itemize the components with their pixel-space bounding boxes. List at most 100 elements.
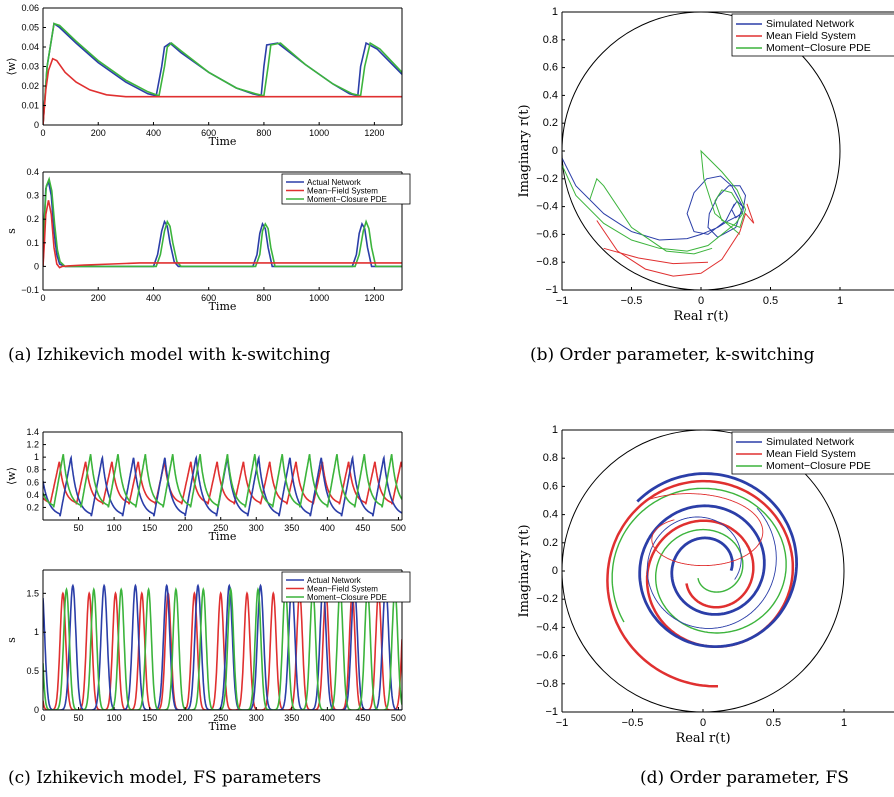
x-tick-label: 0 bbox=[698, 295, 704, 307]
y-axis-label: ⟨w⟩ bbox=[5, 467, 18, 485]
x-tick-label: 200 bbox=[178, 713, 193, 723]
x-tick-label: 350 bbox=[284, 713, 299, 723]
panel-c-bottom: 0 50 100 150 200 250 300 350 400 450 500 0 0.5 1 1.5 Ti… bbox=[5, 569, 411, 733]
legend-label: Mean Field System bbox=[766, 448, 856, 460]
y-axis-label: Imaginary r(t) bbox=[517, 524, 532, 617]
series-meanfield bbox=[43, 57, 402, 125]
x-tick-label: 0 bbox=[40, 128, 45, 138]
x-tick-label: 1000 bbox=[309, 293, 329, 303]
series-closure bbox=[611, 487, 787, 634]
x-axis-label: Real r(t) bbox=[675, 731, 730, 746]
legend-box bbox=[731, 13, 894, 57]
y-tick-label: 1 bbox=[34, 627, 39, 637]
y-tick-label: 0.2 bbox=[543, 117, 558, 129]
y-tick-label: 0.4 bbox=[543, 89, 558, 101]
series-closure bbox=[562, 149, 747, 252]
x-tick-label: 800 bbox=[256, 293, 271, 303]
plot-area bbox=[43, 176, 402, 269]
y-tick-label: 1 bbox=[34, 452, 39, 462]
y-tick-label: −0.2 bbox=[536, 593, 558, 605]
y-tick-label: 1.4 bbox=[26, 427, 39, 437]
x-tick-label: 300 bbox=[249, 523, 264, 533]
y-tick-label: −0.6 bbox=[536, 650, 558, 662]
caption-c: (c) Izhikevich model, FS parameters bbox=[8, 768, 321, 788]
x-tick-label: 200 bbox=[178, 523, 193, 533]
panel-b: −1 −0.5 0 0.5 1 −1 −0.8 −0.6 −0.4 −0.2 0 0.2 0.4 0.6 0… bbox=[517, 6, 894, 324]
y-tick-label: 0.8 bbox=[26, 465, 39, 475]
x-tick-label: 50 bbox=[74, 713, 84, 723]
unit-circle bbox=[562, 430, 845, 712]
x-tick-label: 200 bbox=[91, 128, 106, 138]
panel-a-top: 0 200 400 600 800 1000 1200 0 0.01 0.02 0.03 0.04 0.… bbox=[5, 3, 403, 148]
plot-area bbox=[562, 12, 841, 290]
legend-label: Actual Network bbox=[307, 178, 362, 187]
y-tick-label: 0.6 bbox=[543, 480, 558, 492]
x-axis-label: Time bbox=[209, 300, 237, 313]
y-axis-label: s bbox=[5, 228, 18, 234]
x-tick-label: 0.5 bbox=[763, 295, 778, 307]
x-axis-label: Time bbox=[209, 135, 237, 148]
x-tick-label: 600 bbox=[201, 128, 216, 138]
series-meanfield bbox=[596, 203, 755, 277]
caption-d: (d) Order parameter, FS bbox=[640, 768, 849, 788]
y-tick-label: 0.01 bbox=[21, 101, 39, 111]
y-tick-label: −0.4 bbox=[536, 201, 558, 213]
x-tick-label: 400 bbox=[146, 293, 161, 303]
panel-c-top: 50 100 150 200 250 300 350 400 450 500 0.2 0.4 0.6 0.… bbox=[5, 427, 406, 543]
series-network bbox=[646, 508, 777, 629]
panel-d: −1 −0.5 0 0.5 1 −1 −0.8 −0.6 −0.4 −0.2 0 0.2 0.4 0.6 0… bbox=[517, 424, 894, 746]
y-tick-label: −0.2 bbox=[536, 173, 558, 185]
legend-label: Moment−Closure PDE bbox=[766, 460, 871, 472]
x-tick-label: 1000 bbox=[309, 128, 329, 138]
y-tick-label: 0.1 bbox=[26, 238, 39, 248]
y-tick-label: −0.6 bbox=[536, 228, 558, 240]
series-closure bbox=[43, 176, 402, 268]
x-tick-label: 0 bbox=[700, 717, 706, 729]
x-tick-label: 200 bbox=[91, 293, 106, 303]
caption-b: (b) Order parameter, k-switching bbox=[530, 345, 815, 365]
series-closure bbox=[43, 586, 402, 710]
y-tick-label: 0.4 bbox=[26, 490, 39, 500]
series-meanfield bbox=[43, 461, 402, 505]
x-tick-label: 1200 bbox=[364, 293, 384, 303]
y-tick-label: 0.6 bbox=[26, 477, 39, 487]
y-tick-label: −0.4 bbox=[536, 621, 558, 633]
x-tick-label: 350 bbox=[284, 523, 299, 533]
legend-box bbox=[731, 431, 894, 475]
y-tick-label: 0 bbox=[34, 120, 39, 130]
x-tick-label: 100 bbox=[107, 713, 122, 723]
y-tick-label: −1 bbox=[545, 284, 558, 296]
y-tick-label: 0.03 bbox=[21, 62, 39, 72]
y-tick-label: −0.8 bbox=[536, 678, 558, 690]
series-closure bbox=[589, 177, 713, 255]
plot-area bbox=[43, 22, 402, 125]
series-meanfield bbox=[43, 200, 402, 269]
legend-label: Mean Field System bbox=[766, 30, 856, 42]
caption-a: (a) Izhikevich model with k-switching bbox=[8, 345, 331, 365]
x-tick-label: −0.5 bbox=[622, 717, 644, 729]
legend-label: Moment−Closure PDE bbox=[307, 195, 387, 204]
x-tick-label: 250 bbox=[213, 713, 228, 723]
x-tick-label: 450 bbox=[355, 713, 370, 723]
x-axis-label: Real r(t) bbox=[673, 309, 728, 324]
panel-a-bottom: 0 200 400 600 800 1000 1200−0.100.10.20.30.4Ti… bbox=[5, 167, 411, 313]
x-tick-label: 1 bbox=[837, 295, 843, 307]
series-network bbox=[43, 22, 402, 125]
y-axis-label: ⟨w⟩ bbox=[5, 58, 18, 76]
y-tick-label: 0.6 bbox=[543, 62, 558, 74]
x-tick-label: −0.5 bbox=[621, 295, 643, 307]
x-tick-label: −1 bbox=[556, 295, 569, 307]
x-tick-label: 400 bbox=[320, 713, 335, 723]
x-tick-label: 100 bbox=[107, 523, 122, 533]
unit-circle bbox=[562, 12, 841, 290]
x-tick-label: 50 bbox=[74, 523, 84, 533]
x-tick-label: 500 bbox=[391, 523, 406, 533]
series-network bbox=[636, 472, 799, 648]
x-tick-label: 250 bbox=[213, 523, 228, 533]
series-meanfield bbox=[606, 479, 795, 688]
plot-area bbox=[562, 430, 845, 712]
